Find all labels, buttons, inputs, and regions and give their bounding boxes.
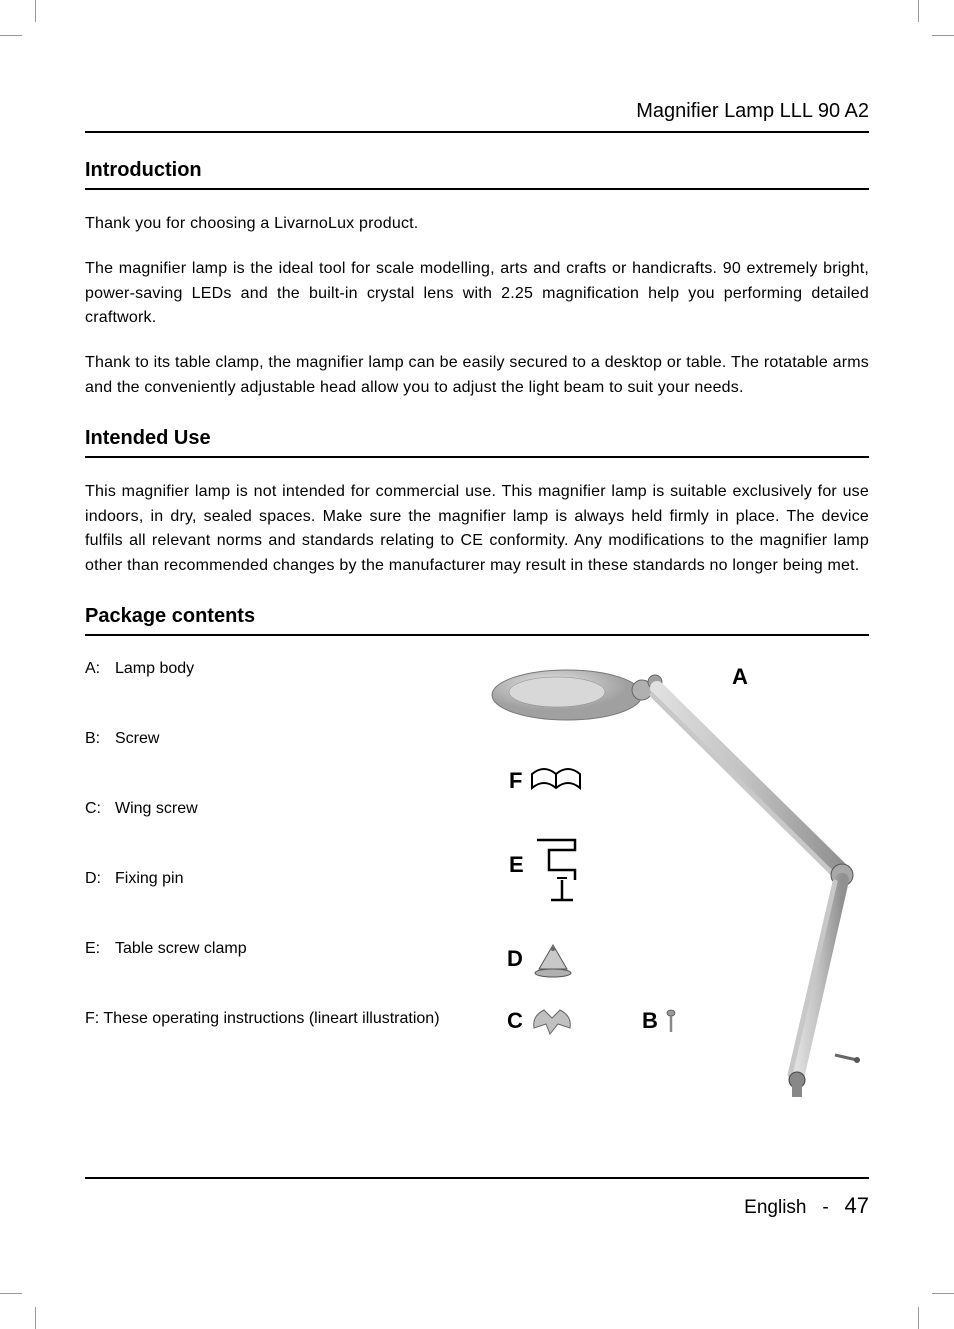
illustration-label-a: A <box>732 664 748 690</box>
crop-mark <box>932 35 954 36</box>
package-contents-illustration: A F E D C B <box>477 660 897 1100</box>
crop-mark <box>918 1307 919 1329</box>
illustration-label-d: D <box>507 946 523 972</box>
intro-paragraph-2: The magnifier lamp is the ideal tool for… <box>85 257 869 331</box>
package-item-b: B: Screw <box>85 730 477 748</box>
package-item-text: Lamp body <box>115 660 194 678</box>
package-contents-area: A: Lamp body B: Screw C: Wing screw D: F… <box>85 660 869 1100</box>
crop-mark <box>35 0 36 22</box>
package-item-d: D: Fixing pin <box>85 870 477 888</box>
package-item-label: E: <box>85 940 115 958</box>
package-item-c: C: Wing screw <box>85 800 477 818</box>
page-header: Magnifier Lamp LLL 90 A2 <box>85 100 869 133</box>
crop-mark <box>918 0 919 22</box>
package-item-label: A: <box>85 660 115 678</box>
illustration-label-c: C <box>507 1008 523 1034</box>
section-heading-intended-use: Intended Use <box>85 427 869 458</box>
footer-separator: - <box>822 1197 828 1218</box>
package-item-text: Screw <box>115 730 159 748</box>
section-heading-introduction: Introduction <box>85 159 869 190</box>
lamp-diagram-svg <box>477 660 897 1100</box>
crop-mark <box>0 1293 22 1294</box>
illustration-label-f: F <box>509 768 522 794</box>
product-title: Magnifier Lamp LLL 90 A2 <box>636 100 869 122</box>
package-contents-list: A: Lamp body B: Screw C: Wing screw D: F… <box>85 660 477 1100</box>
package-item-text: Fixing pin <box>115 870 183 888</box>
package-item-text: Wing screw <box>115 800 198 818</box>
intro-paragraph-1: Thank you for choosing a LivarnoLux prod… <box>85 212 869 237</box>
package-item-text: Table screw clamp <box>115 940 247 958</box>
section-heading-package-contents: Package contents <box>85 605 869 636</box>
footer-language: English <box>744 1197 806 1218</box>
illustration-label-e: E <box>509 852 524 878</box>
crop-mark <box>0 35 22 36</box>
package-item-label: B: <box>85 730 115 748</box>
package-item-label: D: <box>85 870 115 888</box>
package-item-label: C: <box>85 800 115 818</box>
intended-use-paragraph: This magnifier lamp is not intended for … <box>85 480 869 579</box>
crop-mark <box>932 1293 954 1294</box>
package-item-e: E: Table screw clamp <box>85 940 477 958</box>
package-item-f: F: These operating instructions (lineart… <box>85 1010 477 1028</box>
page-footer: English - 47 <box>85 1177 869 1219</box>
crop-mark <box>35 1307 36 1329</box>
illustration-label-b: B <box>642 1008 658 1034</box>
package-item-a: A: Lamp body <box>85 660 477 678</box>
footer-page-number: 47 <box>845 1193 869 1218</box>
intro-paragraph-3: Thank to its table clamp, the magnifier … <box>85 351 869 401</box>
